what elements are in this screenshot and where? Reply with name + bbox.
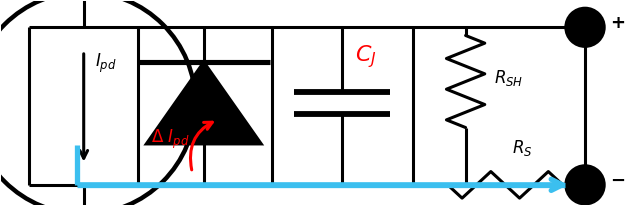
Text: $I_{pd}$: $I_{pd}$ (95, 52, 116, 75)
Ellipse shape (566, 8, 604, 46)
Text: $C_J$: $C_J$ (355, 44, 377, 70)
Text: $R_S$: $R_S$ (511, 138, 532, 158)
Ellipse shape (566, 166, 604, 204)
Polygon shape (147, 62, 261, 144)
Text: $\Delta\ I_{pd}$: $\Delta\ I_{pd}$ (151, 128, 189, 151)
Text: −: − (611, 172, 626, 190)
Text: +: + (611, 14, 625, 32)
Text: $R_{SH}$: $R_{SH}$ (494, 68, 524, 88)
